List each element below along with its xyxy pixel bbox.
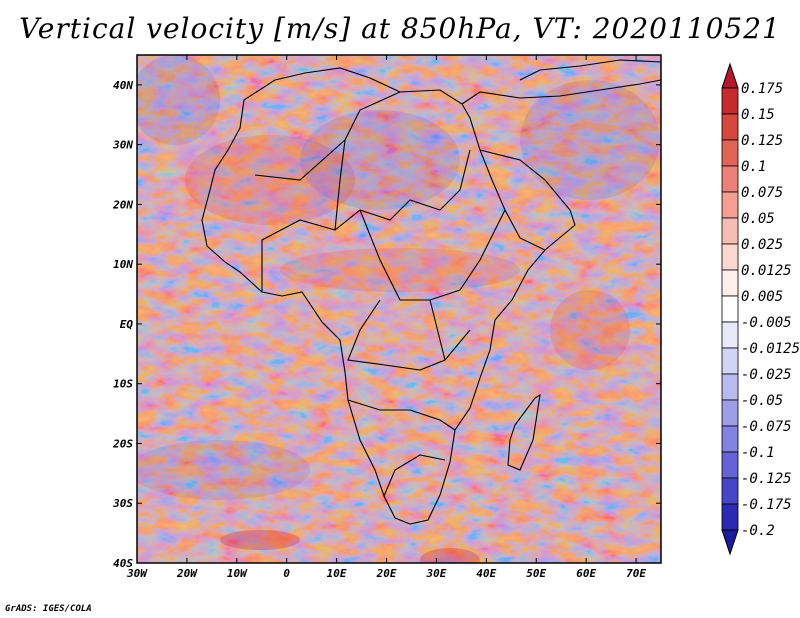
lon-tick-label: 0 — [283, 567, 290, 580]
lon-tick-label: 60E — [576, 567, 596, 580]
colorbar-label: 0.125 — [741, 133, 783, 149]
colorbar-label: -0.1 — [741, 445, 775, 461]
lon-tick-label: 70E — [626, 567, 646, 580]
colorbar-top-arrow — [721, 62, 739, 89]
colorbar-label: -0.075 — [741, 419, 792, 435]
colorbar-label: -0.0125 — [741, 341, 800, 357]
colorbar-segment — [721, 425, 739, 453]
colorbar-label: 0.1 — [741, 159, 766, 175]
colorbar-segment — [721, 87, 739, 115]
lat-tick-label: 30N — [112, 139, 133, 152]
colorbar-segment — [721, 347, 739, 375]
coastlines-and-borders — [201, 59, 661, 525]
lon-tick-label: 30W — [126, 567, 148, 580]
colorbar-segment — [721, 269, 739, 297]
lon-tick-label: 50E — [526, 567, 546, 580]
colorbar-label: 0.05 — [741, 211, 775, 227]
colorbar-segment — [721, 399, 739, 427]
colorbar-segment — [721, 139, 739, 167]
colorbar-bottom-arrow — [721, 529, 739, 556]
lat-tick-label: 10N — [113, 258, 133, 271]
colorbar-segment — [721, 113, 739, 141]
lon-tick-label: 20E — [376, 567, 397, 580]
velocity-field — [137, 55, 661, 563]
lon-tick-label: 30E — [425, 567, 446, 580]
colorbar-segment — [721, 165, 739, 193]
latitude-axis: 40N 30N 20N 10N EQ 10S 20S 30S 40S — [112, 79, 661, 570]
colorbar-segment — [721, 503, 739, 531]
colorbar-segment — [721, 295, 739, 323]
colorbar: 0.175 0.15 0.125 0.1 0.075 0.05 0.025 0.0125 0.0… — [721, 62, 800, 556]
lon-tick-label: 20W — [176, 567, 198, 580]
colorbar-segment — [721, 477, 739, 505]
lon-tick-label: 40E — [476, 567, 496, 580]
lat-tick-label: 20N — [112, 198, 133, 211]
colorbar-label: -0.2 — [741, 523, 775, 539]
colorbar-label: 0.0125 — [741, 263, 792, 279]
colorbar-label: 0.15 — [741, 107, 775, 123]
colorbar-label: 0.005 — [741, 289, 783, 305]
colorbar-label: 0.075 — [741, 185, 783, 201]
lat-tick-label: 40S — [113, 557, 133, 570]
lat-tick-label: 10S — [113, 378, 133, 391]
grads-credit: GrADS: IGES/COLA — [5, 604, 92, 614]
colorbar-label: -0.125 — [741, 471, 792, 487]
map-title: Vertical velocity [m/s] at 850hPa, VT: 2… — [19, 12, 781, 45]
plot-frame — [136, 54, 662, 564]
colorbar-segment — [721, 191, 739, 219]
colorbar-segment — [721, 451, 739, 479]
lon-tick-label: 10W — [227, 567, 248, 580]
longitude-axis: 30W 20W 10W 0 10E 20E 30E 40E 50E 60E 70E — [126, 55, 646, 580]
lat-tick-label: EQ — [120, 318, 134, 331]
lat-tick-label: 30S — [112, 497, 133, 510]
colorbar-segment — [721, 217, 739, 245]
colorbar-segment — [721, 321, 739, 349]
colorbar-label: -0.025 — [741, 367, 792, 383]
colorbar-label: -0.175 — [741, 497, 792, 513]
lat-tick-label: 20S — [112, 437, 133, 450]
lon-tick-label: 10E — [327, 567, 347, 580]
colorbar-segment — [721, 243, 739, 271]
colorbar-segment — [721, 373, 739, 401]
lat-tick-label: 40N — [113, 79, 133, 92]
colorbar-label: -0.05 — [741, 393, 783, 409]
colorbar-label: 0.025 — [741, 237, 783, 253]
colorbar-label: -0.005 — [741, 315, 792, 331]
colorbar-label: 0.175 — [741, 81, 783, 97]
